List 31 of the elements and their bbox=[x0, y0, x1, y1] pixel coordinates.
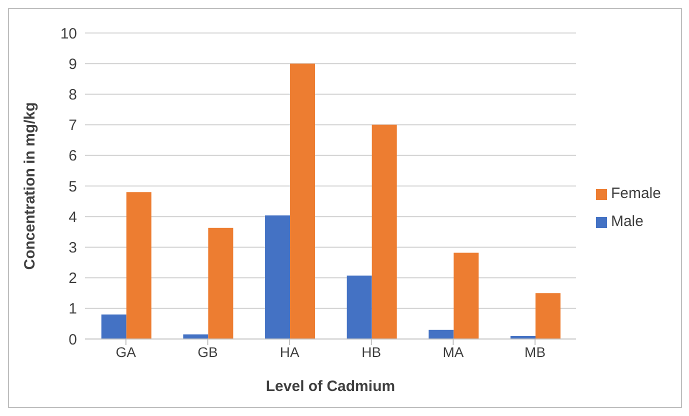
y-tick-label: 10 bbox=[60, 25, 77, 42]
y-tick-label: 6 bbox=[68, 148, 77, 165]
x-tick-label: GB bbox=[198, 344, 218, 360]
bar bbox=[265, 215, 290, 339]
bar bbox=[536, 293, 561, 339]
legend-label: Male bbox=[610, 213, 644, 230]
y-tick-label: 1 bbox=[68, 300, 77, 318]
y-tick-label: 4 bbox=[68, 208, 77, 226]
x-tick-label: MB bbox=[524, 344, 546, 360]
y-tick-label: 7 bbox=[68, 117, 77, 134]
y-axis-title: Concentration in mg/kg bbox=[21, 102, 38, 270]
legend-label: Female bbox=[610, 185, 661, 202]
y-tick-label: 8 bbox=[68, 86, 77, 104]
x-axis-title: Level of Cadmium bbox=[266, 378, 396, 395]
bar bbox=[126, 192, 152, 339]
bar bbox=[346, 276, 372, 339]
bar bbox=[454, 252, 479, 339]
y-tick-label: 9 bbox=[68, 56, 77, 73]
bar bbox=[290, 64, 316, 339]
y-tick-label: 2 bbox=[68, 270, 77, 288]
y-tick-label: 3 bbox=[68, 240, 77, 257]
y-tick-label: 5 bbox=[68, 178, 77, 196]
x-tick-label: HB bbox=[362, 344, 382, 360]
bar bbox=[372, 124, 397, 339]
bar bbox=[208, 228, 234, 339]
bar bbox=[101, 314, 126, 339]
x-tick-label: MA bbox=[442, 344, 464, 360]
y-tick-label: 0 bbox=[68, 331, 77, 348]
x-tick-label: HA bbox=[280, 344, 300, 360]
bar bbox=[428, 330, 454, 339]
x-tick-label: GA bbox=[116, 344, 137, 360]
